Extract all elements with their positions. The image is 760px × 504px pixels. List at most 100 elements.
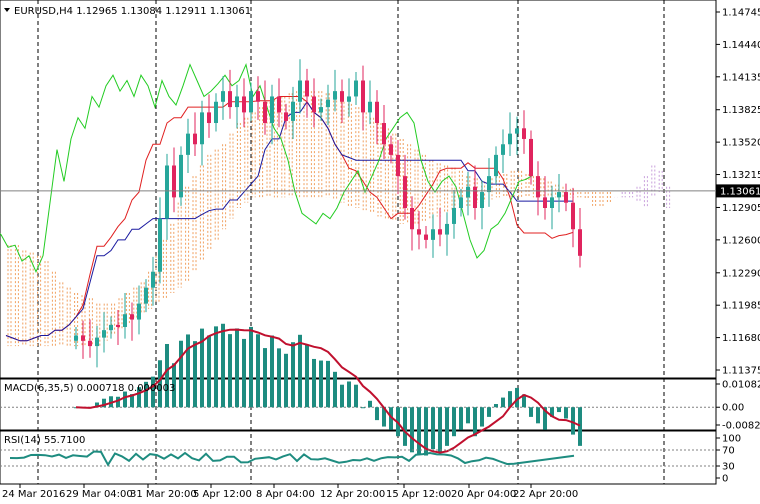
- time-tick-label: 22 Apr 20:00: [513, 489, 578, 500]
- macd-histogram-bar: [403, 407, 407, 446]
- macd-histogram-bar: [326, 360, 330, 408]
- macd-histogram-bar: [228, 334, 232, 408]
- price-tick-label: 1.12905: [722, 203, 760, 214]
- macd-histogram-bar: [347, 381, 351, 408]
- candle-body: [536, 176, 540, 198]
- macd-histogram-bar: [116, 396, 120, 408]
- candle-body: [529, 138, 533, 177]
- candle-body: [102, 330, 106, 338]
- candle-body: [361, 80, 365, 113]
- macd-histogram-bar: [536, 407, 540, 424]
- rsi-tick-label: 0: [722, 474, 728, 485]
- macd-histogram-bar: [221, 323, 225, 408]
- rsi-indicator: [0, 449, 716, 467]
- rsi-tick-label: 100: [722, 434, 741, 445]
- macd-histogram-bar: [431, 407, 435, 450]
- macd-histogram-bar: [123, 391, 127, 408]
- candle-body: [459, 197, 463, 208]
- candle-body: [242, 96, 246, 113]
- candle-body: [424, 234, 428, 240]
- candle-body: [249, 91, 253, 113]
- candle-body: [382, 123, 386, 145]
- candle-body: [564, 192, 568, 203]
- dropdown-triangle-icon[interactable]: [4, 8, 10, 12]
- candle-body: [235, 96, 239, 108]
- candle-body: [284, 112, 288, 121]
- candle-body: [165, 165, 169, 219]
- candle-body: [431, 229, 435, 240]
- macd-histogram-bar: [207, 335, 211, 408]
- candle-body: [340, 91, 344, 102]
- time-gridlines: [37, 0, 665, 484]
- macd-histogram-bar: [417, 407, 421, 454]
- price-tick-label: 1.13215: [722, 170, 760, 181]
- candle-body: [305, 80, 309, 97]
- macd-signal-line: [75, 328, 581, 454]
- macd-histogram-bar: [291, 342, 295, 408]
- price-tick-label: 1.11680: [722, 333, 760, 344]
- macd-histogram-bar: [473, 407, 477, 437]
- macd-tick-label: -0.008276: [722, 421, 760, 432]
- macd-histogram-bar: [179, 340, 183, 408]
- candle-body: [193, 133, 197, 145]
- candle-body: [326, 99, 330, 108]
- macd-histogram-bar: [263, 348, 267, 408]
- macd-histogram-bar: [368, 400, 372, 408]
- candle-body: [109, 324, 113, 331]
- candle-body: [473, 186, 477, 208]
- macd-histogram-bar: [578, 407, 582, 446]
- candle-body: [123, 314, 127, 327]
- current-price-label: 1.13061: [720, 186, 760, 197]
- macd-histogram-bar: [480, 407, 484, 427]
- candle-body: [256, 91, 260, 102]
- candle-body: [179, 154, 183, 198]
- candle-body: [291, 101, 295, 121]
- candle-body: [508, 133, 512, 145]
- macd-tick-label: 0.00: [722, 403, 744, 414]
- macd-histogram-bar: [529, 407, 533, 417]
- candle-body: [333, 91, 337, 100]
- current-price-tag: 1.13061: [716, 184, 760, 198]
- candle-body: [396, 154, 400, 177]
- candle-body: [221, 91, 225, 102]
- macd-histogram-bar: [452, 407, 456, 437]
- candlesticks[interactable]: [74, 59, 582, 368]
- candle-body: [214, 101, 218, 124]
- candle-body: [515, 128, 519, 134]
- time-tick-label: 8 Apr 04:00: [256, 489, 315, 500]
- macd-histogram-bar: [466, 407, 470, 424]
- macd-histogram-bar: [522, 394, 526, 408]
- macd-histogram-bar: [494, 404, 498, 408]
- macd-histogram-bar: [445, 407, 449, 446]
- candle-body: [277, 96, 281, 113]
- price-tick-label: 1.13825: [722, 105, 760, 116]
- price-tick-label: 1.14440: [722, 40, 760, 51]
- macd-axis: 0.010827 0.00 -0.008276: [716, 380, 760, 432]
- macd-histogram-bar: [172, 363, 176, 408]
- rsi-tick-label: 70: [722, 446, 735, 457]
- macd-histogram-bar: [137, 387, 141, 408]
- candle-body: [354, 80, 358, 97]
- macd-histogram-bar: [319, 360, 323, 408]
- macd-histogram-bar: [501, 397, 505, 408]
- symbol-label: EURUSD,H4 1.12965 1.13084 1.12911 1.1306…: [14, 6, 251, 17]
- candle-body: [88, 340, 92, 347]
- candle-body: [298, 80, 302, 102]
- candle-body: [445, 223, 449, 235]
- macd-histogram-bar: [487, 407, 491, 417]
- macd-histogram-bar: [424, 407, 428, 456]
- tenkan-sen-line: [5, 96, 574, 342]
- candle-body: [494, 154, 498, 177]
- macd-label: MACD(6,35,5) 0.000718 0.000003: [4, 383, 175, 394]
- macd-histogram-bar: [515, 387, 519, 408]
- macd-histogram-bar: [102, 398, 106, 408]
- macd-histogram-bar: [298, 334, 302, 408]
- price-tick-label: 1.14745: [722, 8, 760, 19]
- rsi-panel[interactable]: [0, 430, 717, 485]
- macd-histogram-bar: [375, 407, 379, 421]
- candle-body: [270, 96, 274, 124]
- price-tick-label: 1.13520: [722, 138, 760, 149]
- time-tick-label: 20 Apr 04:00: [451, 489, 516, 500]
- macd-histogram-bar: [564, 407, 568, 419]
